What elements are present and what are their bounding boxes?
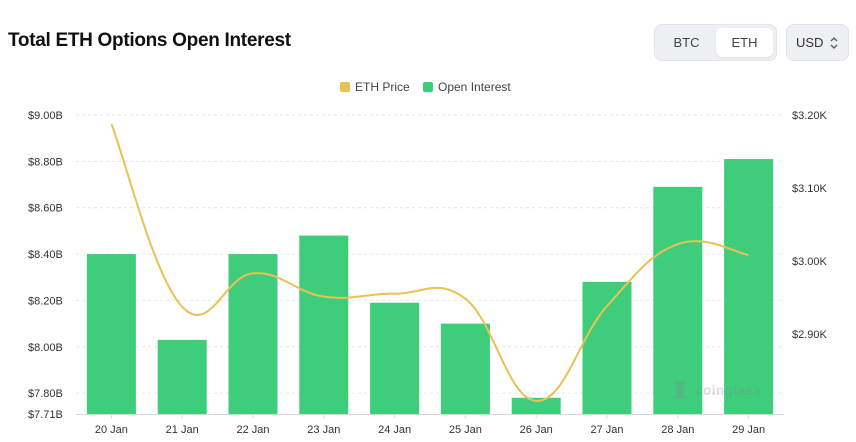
x-tick-label: 21 Jan: [166, 424, 199, 436]
bar: [653, 186, 703, 414]
x-tick-label: 27 Jan: [590, 424, 623, 436]
y-left-tick-label: $8.60B: [28, 203, 63, 215]
bar: [724, 159, 774, 414]
legend-label-eth-price: ETH Price: [355, 80, 410, 94]
watermark-text: coinglass: [695, 382, 762, 398]
x-tick-label: 29 Jan: [732, 424, 765, 436]
x-tick-label: 26 Jan: [520, 424, 553, 436]
y-right-tick-label: $2.90K: [792, 329, 828, 341]
legend-item-eth-price[interactable]: ETH Price: [340, 80, 410, 94]
legend-label-open-interest: Open Interest: [438, 80, 511, 94]
currency-select[interactable]: USD: [786, 24, 849, 61]
bar: [440, 323, 490, 414]
y-right-tick-label: $3.00K: [792, 256, 828, 268]
x-tick-label: 23 Jan: [307, 424, 340, 436]
sort-chevrons-icon: [830, 37, 838, 49]
bar: [582, 281, 632, 414]
tab-btc[interactable]: BTC: [673, 35, 700, 50]
bar: [370, 302, 420, 414]
x-tick-label: 22 Jan: [236, 424, 269, 436]
y-left-tick-label: $7.71B: [28, 409, 63, 421]
eth-price-line: [110, 123, 749, 402]
legend-item-open-interest[interactable]: Open Interest: [423, 80, 511, 94]
bar: [511, 397, 561, 414]
bar: [299, 235, 349, 414]
y-left-tick-label: $9.00B: [28, 110, 63, 122]
y-left-tick-label: $8.00B: [28, 342, 63, 354]
tab-eth[interactable]: ETH: [716, 28, 773, 57]
chart-legend: ETH Price Open Interest: [0, 80, 856, 96]
bar: [228, 254, 278, 414]
x-tick-label: 25 Jan: [449, 424, 482, 436]
legend-swatch-eth-price: [340, 82, 350, 92]
y-left-tick-label: $8.80B: [28, 156, 63, 168]
asset-toggle: BTC ETH: [654, 24, 777, 61]
y-right-tick-label: $3.10K: [792, 183, 828, 195]
x-tick-label: 20 Jan: [95, 424, 128, 436]
page-title: Total ETH Options Open Interest: [8, 30, 291, 51]
y-left-tick-label: $8.40B: [28, 249, 63, 261]
y-left-tick-label: $8.20B: [28, 295, 63, 307]
y-right-tick-label: $3.20K: [792, 110, 828, 122]
coinglass-watermark: coinglass: [669, 378, 761, 402]
bar: [86, 254, 136, 414]
bar: [157, 339, 207, 414]
coinglass-logo-icon: [673, 381, 687, 399]
legend-swatch-open-interest: [423, 82, 433, 92]
y-left-tick-label: $7.80B: [28, 388, 63, 400]
x-tick-label: 24 Jan: [378, 424, 411, 436]
x-tick-label: 28 Jan: [661, 424, 694, 436]
currency-value: USD: [796, 35, 824, 50]
